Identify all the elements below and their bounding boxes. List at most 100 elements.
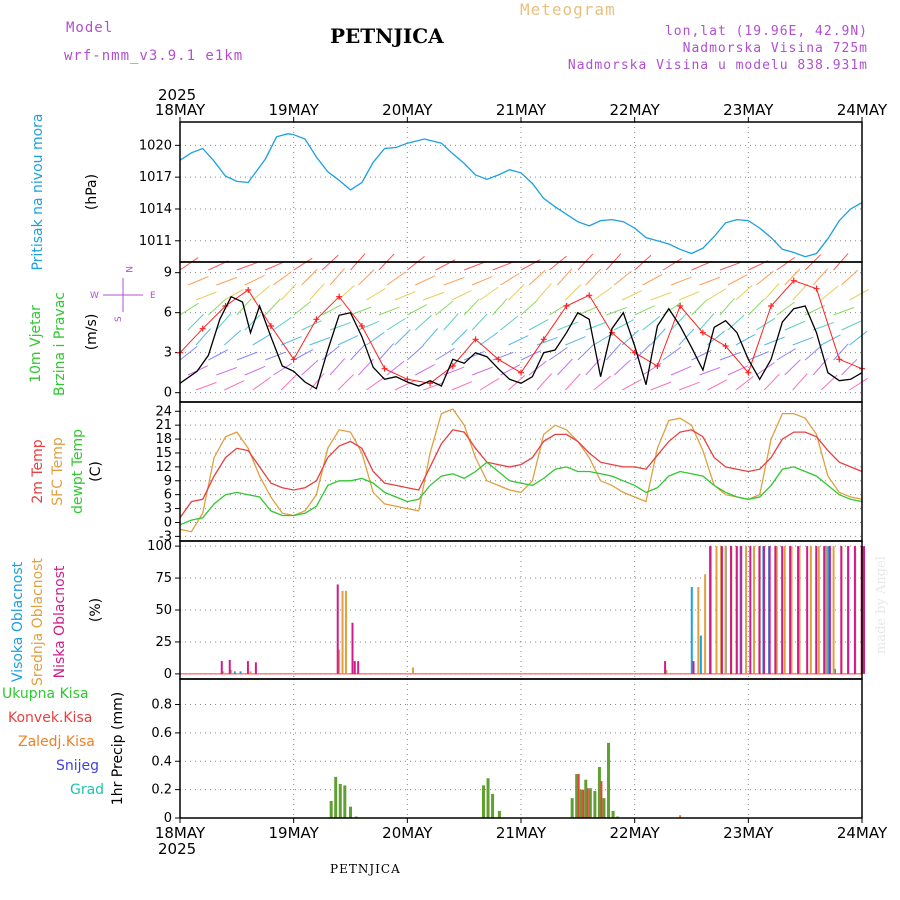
wind-barb-160 (670, 365, 692, 376)
y-tick-label-2-8: 21 (155, 418, 172, 433)
gust-marker-27 (790, 277, 797, 284)
wind-barb-24 (236, 351, 258, 361)
wind-barb-140 (621, 329, 639, 346)
wind-barb-68 (394, 329, 411, 346)
wind-barb-52 (329, 358, 346, 376)
wind-barb-28 (272, 271, 292, 286)
compass-e: E (150, 291, 156, 301)
wind-barb-4 (187, 314, 204, 331)
precip-bar-0-9 (497, 810, 501, 818)
y-tick-label-1-1: 3 (164, 346, 172, 361)
wind-barb-161 (678, 381, 700, 391)
y-tick-label-4-3: 0.6 (151, 726, 172, 741)
gust-marker-18 (586, 292, 593, 299)
precip-bar-0-16 (597, 766, 601, 818)
gust-marker-28 (813, 285, 820, 292)
wind-barb-101 (508, 284, 525, 301)
wind-barb-153 (662, 257, 683, 271)
cloud-bar-2-5 (351, 622, 354, 674)
cloud-bar-2-7 (357, 661, 360, 674)
wind-barb-34 (272, 362, 293, 376)
wind-barb-44 (309, 373, 325, 391)
gust-marker-8 (358, 323, 365, 329)
wind-barb-170 (707, 379, 728, 391)
precip-bar-0-15 (593, 791, 597, 818)
wind-barb-33 (265, 351, 286, 361)
wind-barb-215 (849, 377, 869, 391)
y-tick-label-4-1: 0.2 (151, 783, 172, 798)
wind-barb-154 (670, 276, 692, 286)
wind-barb-209 (849, 288, 870, 301)
precip-bar-0-18 (607, 742, 611, 818)
y-tick-label-2-6: 15 (155, 446, 172, 461)
wind-barb-30 (264, 298, 281, 316)
compass-s: S (114, 316, 124, 322)
wind-barb-48 (321, 304, 342, 316)
wind-barb-16 (216, 366, 238, 376)
wind-barb-79 (415, 364, 435, 376)
wind-barb-64 (386, 272, 406, 286)
wind-barb-176 (735, 333, 756, 346)
wind-barb-97 (471, 366, 493, 376)
wind-barb-177 (719, 351, 741, 361)
wind-barb-116 (536, 373, 552, 391)
wind-barb-186 (748, 351, 769, 361)
precip-bar-0-2 (338, 783, 342, 818)
compass-w: W (90, 291, 99, 301)
wind-barb-90 (463, 261, 485, 271)
cloud-bar-2-23 (806, 546, 809, 674)
wind-barb-166 (699, 313, 715, 331)
wind-barb-32 (280, 336, 302, 346)
footer-station: PETNJICA (330, 862, 401, 876)
wind-barb-66 (378, 306, 400, 316)
wind-barb-197 (792, 373, 808, 391)
wind-barb-37 (301, 269, 318, 286)
year-label-top: 2025 (158, 86, 196, 104)
cloud-bar-1-6 (412, 667, 415, 674)
wind-barb-92 (479, 286, 499, 301)
wind-barb-57 (350, 306, 372, 316)
cloud-bar-1-4 (341, 590, 344, 674)
wind-barb-119 (564, 284, 582, 301)
wind-barb-185 (764, 336, 785, 346)
gust-marker-29 (836, 356, 843, 363)
wind-barb-104 (508, 335, 529, 346)
wind-barb-96 (463, 350, 485, 361)
y-tick-label-2-3: 6 (164, 488, 172, 503)
wind-barb-139 (613, 319, 634, 331)
wind-barb-19 (244, 274, 265, 286)
wind-barb-13 (215, 313, 232, 331)
wind-barb-89 (451, 381, 473, 391)
x-tick-label-top-3: 21MAY (496, 101, 547, 119)
cloud-bar-2-22 (797, 546, 800, 674)
gust-marker-26 (768, 303, 775, 309)
wind-barb-195 (776, 348, 796, 361)
gust-marker-25 (745, 369, 752, 376)
wind-barb-121 (557, 321, 579, 331)
dewpt-temp-line (179, 461, 863, 526)
wind-barb-41 (309, 336, 331, 346)
wind-barb-85 (443, 313, 459, 331)
cloud-bar-2-9 (692, 661, 695, 674)
wind-barb-87 (435, 347, 455, 361)
wind-barb-39 (293, 300, 312, 316)
wind-barb-148 (642, 315, 661, 331)
wind-barb-18 (236, 261, 258, 271)
gust-marker-5 (290, 356, 297, 363)
wind-barb-109 (528, 269, 546, 286)
y-tick-label-2-9: 24 (155, 404, 172, 419)
y-tick-label-0-1: 1014 (139, 202, 172, 217)
wind-barb-172 (727, 274, 748, 286)
wind-barb-69 (378, 343, 394, 361)
wind-barb-129 (577, 305, 599, 316)
wind-barb-99 (492, 261, 514, 271)
gust-marker-3 (245, 287, 252, 293)
wind-barb-155 (678, 291, 700, 301)
precip-legend-2: Zaledj.Kisa (18, 734, 95, 750)
wind-barb-23 (252, 333, 272, 346)
wind-barb-122 (565, 336, 586, 346)
wind-barb-193 (784, 320, 806, 331)
precip-bar-2-0 (679, 815, 682, 818)
wind-barb-124 (557, 358, 573, 376)
